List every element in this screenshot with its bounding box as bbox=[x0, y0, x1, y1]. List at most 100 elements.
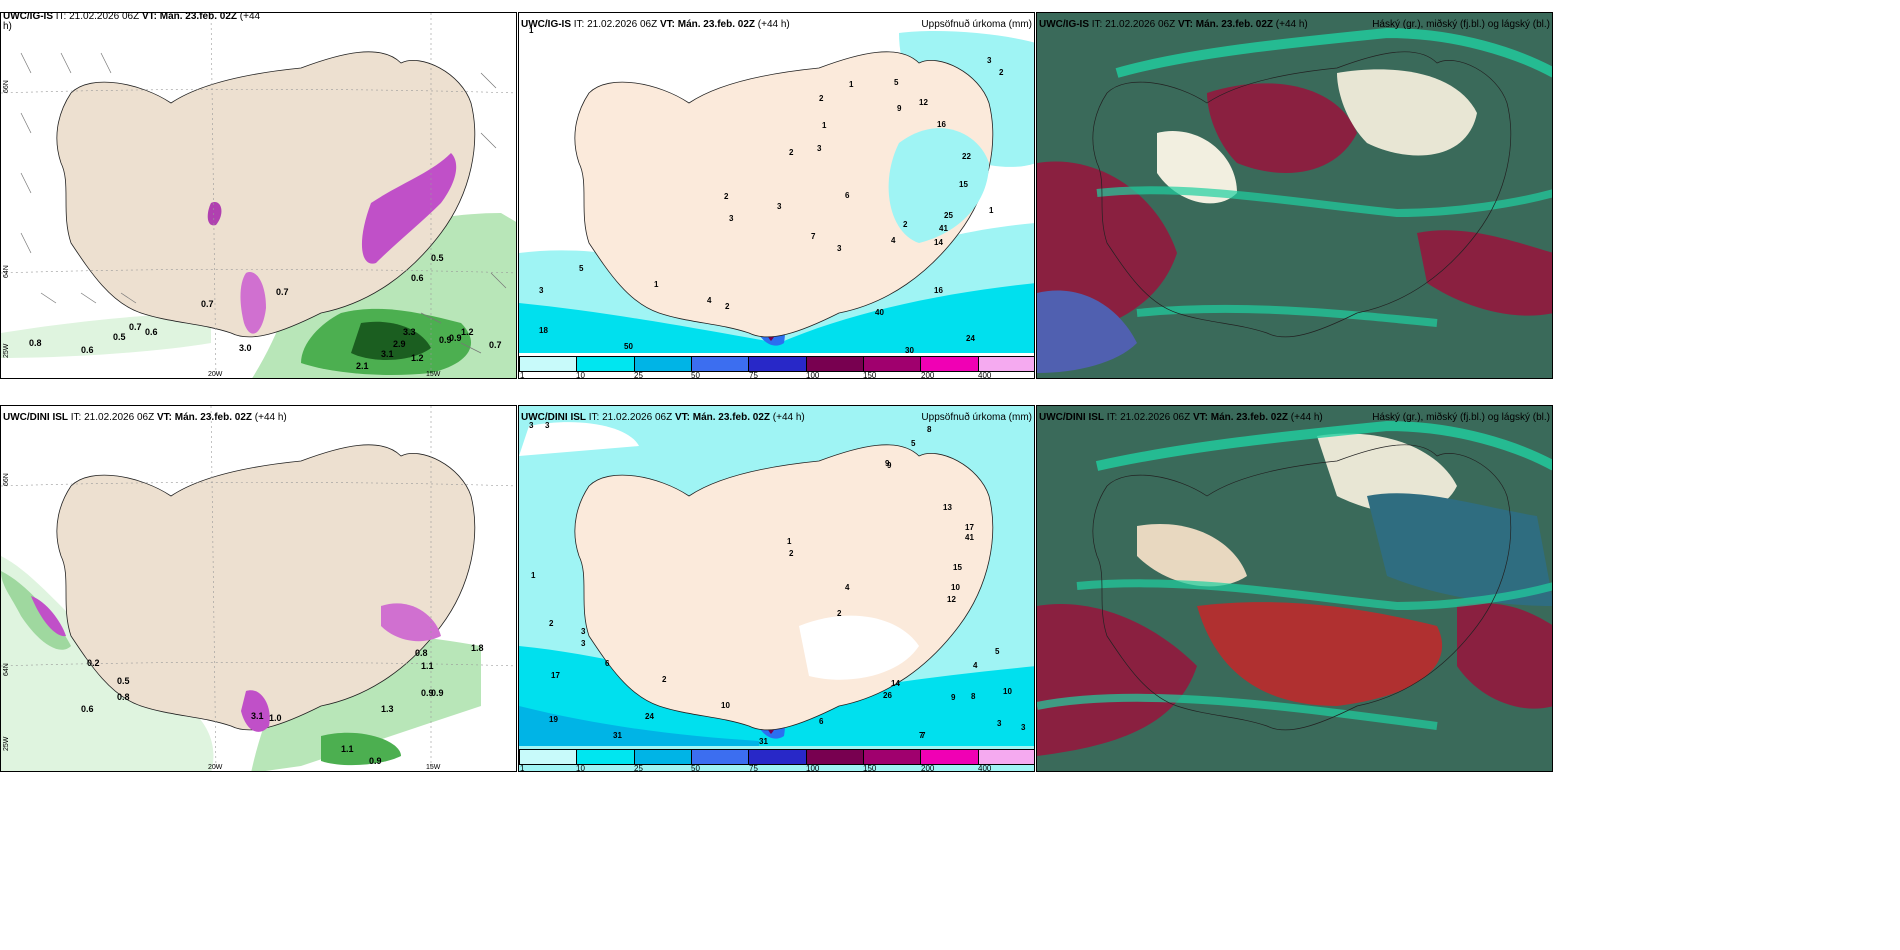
colorbar-swatch bbox=[863, 750, 922, 764]
br-model: UWC/DINI ISL bbox=[1039, 412, 1104, 423]
tm-label: 2 bbox=[819, 94, 824, 103]
tl-vt: VT: Mán. 23.feb. 02Z bbox=[141, 12, 237, 22]
cb-tick: 200 bbox=[921, 764, 935, 772]
cb-tick: 150 bbox=[863, 764, 877, 772]
bm-label: 3 bbox=[1021, 723, 1026, 732]
tm-model: UWC/IG-IS bbox=[521, 19, 571, 30]
colorbar-swatch bbox=[749, 357, 807, 371]
tm-label: 18 bbox=[539, 326, 548, 335]
bm-label: 1 bbox=[787, 537, 792, 546]
tm-label: 30 bbox=[905, 346, 914, 355]
tm-label: 7 bbox=[811, 232, 816, 241]
tl-map: 0.8 0.6 0.7 0.6 0.7 0.5 0.6 3.0 3.3 2.9 … bbox=[1, 13, 516, 378]
tm-label: 3 bbox=[729, 214, 734, 223]
tm-colorbar bbox=[519, 356, 1034, 372]
br-lead: (+44 h) bbox=[1290, 412, 1323, 423]
bm-label: 14 bbox=[891, 679, 900, 688]
bm-label: 3 bbox=[545, 421, 550, 430]
bm-label: 3 bbox=[529, 421, 534, 430]
cb-tick: 1 bbox=[520, 371, 525, 379]
tl-precip-green bbox=[1, 213, 516, 378]
tm-label: 4 bbox=[707, 296, 712, 305]
bm-label: 31 bbox=[613, 731, 622, 740]
bm-label: 17 bbox=[551, 671, 560, 680]
colorbar-swatch bbox=[978, 357, 1034, 371]
tl-value-labels: 0.8 0.6 0.7 0.6 0.7 0.5 0.6 3.0 3.3 2.9 … bbox=[29, 253, 502, 371]
bm-label: 10 bbox=[721, 701, 730, 710]
tl-label: 3.1 bbox=[381, 349, 394, 359]
colorbar-swatch bbox=[749, 750, 807, 764]
tm-label: 9 bbox=[897, 104, 902, 113]
bl-label: 0.9 bbox=[431, 688, 444, 698]
colorbar-swatch bbox=[634, 357, 692, 371]
bm-label: 13 bbox=[943, 503, 952, 512]
bl-model: UWC/DINI ISL bbox=[3, 412, 68, 423]
panel-bottom-left-wind-snow: 0.6 0.8 0.5 0.2 1.8 0.8 0.9 0.9 1.3 1.1 … bbox=[0, 405, 517, 772]
bl-lon25: 25W bbox=[3, 736, 10, 751]
bl-label: 1.1 bbox=[341, 744, 354, 754]
bl-label: 0.2 bbox=[87, 658, 100, 668]
tl-header: UWC/IG-IS IT: 21.02.2026 06Z VT: Mán. 23… bbox=[3, 12, 260, 22]
bm-label: 2 bbox=[789, 549, 794, 558]
colorbar-swatch bbox=[691, 750, 750, 764]
tr-map bbox=[1037, 13, 1552, 378]
tm-vt: VT: Mán. 23.feb. 02Z bbox=[659, 19, 755, 30]
tm-label: 1 bbox=[654, 280, 659, 289]
bl-iceland bbox=[56, 444, 476, 731]
bm-value-labels: 3 3 1 2 3 3 6 17 19 24 31 2 10 31 6 2 4 … bbox=[529, 421, 1026, 746]
bm-label: 15 bbox=[953, 563, 962, 572]
cb-tick: 75 bbox=[749, 764, 758, 772]
tl-label: 3.3 bbox=[403, 327, 416, 337]
cb-tick: 75 bbox=[749, 371, 758, 379]
tm-map: 1 5 3 18 50 4 2 1 2 3 3 1 2 1 3 2 5 9 12… bbox=[519, 13, 1034, 378]
bl-header: UWC/DINI ISL IT: 21.02.2026 06Z VT: Mán.… bbox=[3, 412, 287, 423]
colorbar-swatch bbox=[921, 750, 979, 764]
bm-label: 9 bbox=[887, 461, 892, 470]
bm-label: 19 bbox=[549, 715, 558, 724]
colorbar-swatch bbox=[806, 750, 864, 764]
tl-label: 0.7 bbox=[276, 287, 289, 297]
tm-label: 3 bbox=[539, 286, 544, 295]
br-field-title: Háský (gr.), miðský (fj.bl.) og lágský (… bbox=[1372, 412, 1550, 423]
cb-tick: 50 bbox=[691, 764, 700, 772]
bm-label: 4 bbox=[973, 661, 978, 670]
bl-label: 0.6 bbox=[81, 704, 94, 714]
tr-vt: VT: Mán. 23.feb. 02Z bbox=[1177, 19, 1273, 30]
cb-tick: 200 bbox=[921, 371, 935, 379]
cb-tick: 400 bbox=[978, 371, 992, 379]
colorbar-swatch bbox=[921, 357, 979, 371]
tm-label: 1 bbox=[989, 206, 994, 215]
bl-label: 0.9 bbox=[369, 756, 382, 766]
bm-lead: (+44 h) bbox=[772, 412, 805, 423]
bm-label: 7 bbox=[921, 731, 926, 740]
tm-label: 41 bbox=[939, 224, 948, 233]
colorbar-swatch bbox=[577, 357, 635, 371]
bm-colorbar-ticks: 1 10 25 50 75 100 150 200 400 bbox=[519, 764, 1034, 772]
colorbar-swatch bbox=[691, 357, 750, 371]
tm-label: 1 bbox=[822, 121, 827, 130]
tl-lon15: 15W bbox=[426, 371, 441, 378]
tm-label: 1 bbox=[849, 80, 854, 89]
tl-lon25: 25W bbox=[3, 343, 10, 358]
tr-field-title: Háský (gr.), miðský (fj.bl.) og lágský (… bbox=[1372, 19, 1550, 30]
panel-top-left-wind-snow: 0.8 0.6 0.7 0.6 0.7 0.5 0.6 3.0 3.3 2.9 … bbox=[0, 12, 517, 379]
cb-tick: 50 bbox=[691, 371, 700, 379]
colorbar-swatch bbox=[863, 357, 922, 371]
tl-label: 0.6 bbox=[411, 273, 424, 283]
tl-lat66: 66N bbox=[3, 80, 10, 93]
tm-colorbar-ticks: 1 10 25 50 75 100 150 200 400 bbox=[519, 371, 1034, 379]
tm-label: 2 bbox=[903, 220, 908, 229]
tm-label: 2 bbox=[789, 148, 794, 157]
br-map bbox=[1037, 406, 1552, 771]
bm-label: 24 bbox=[645, 712, 654, 721]
bm-map: 3 3 1 2 3 3 6 17 19 24 31 2 10 31 6 2 4 … bbox=[519, 406, 1034, 771]
cb-tick: 10 bbox=[576, 764, 585, 772]
bl-label: 0.8 bbox=[117, 692, 130, 702]
bm-label: 3 bbox=[581, 639, 586, 648]
tm-label: 16 bbox=[934, 286, 943, 295]
bl-it: IT: 21.02.2026 06Z bbox=[70, 412, 155, 423]
tm-value-labels: 1 5 3 18 50 4 2 1 2 3 3 1 2 1 3 2 5 9 12… bbox=[529, 26, 1004, 355]
cb-tick: 1 bbox=[520, 764, 525, 772]
bm-header: UWC/DINI ISL IT: 21.02.2026 06Z VT: Mán.… bbox=[521, 412, 805, 423]
tm-label: 14 bbox=[934, 238, 943, 247]
